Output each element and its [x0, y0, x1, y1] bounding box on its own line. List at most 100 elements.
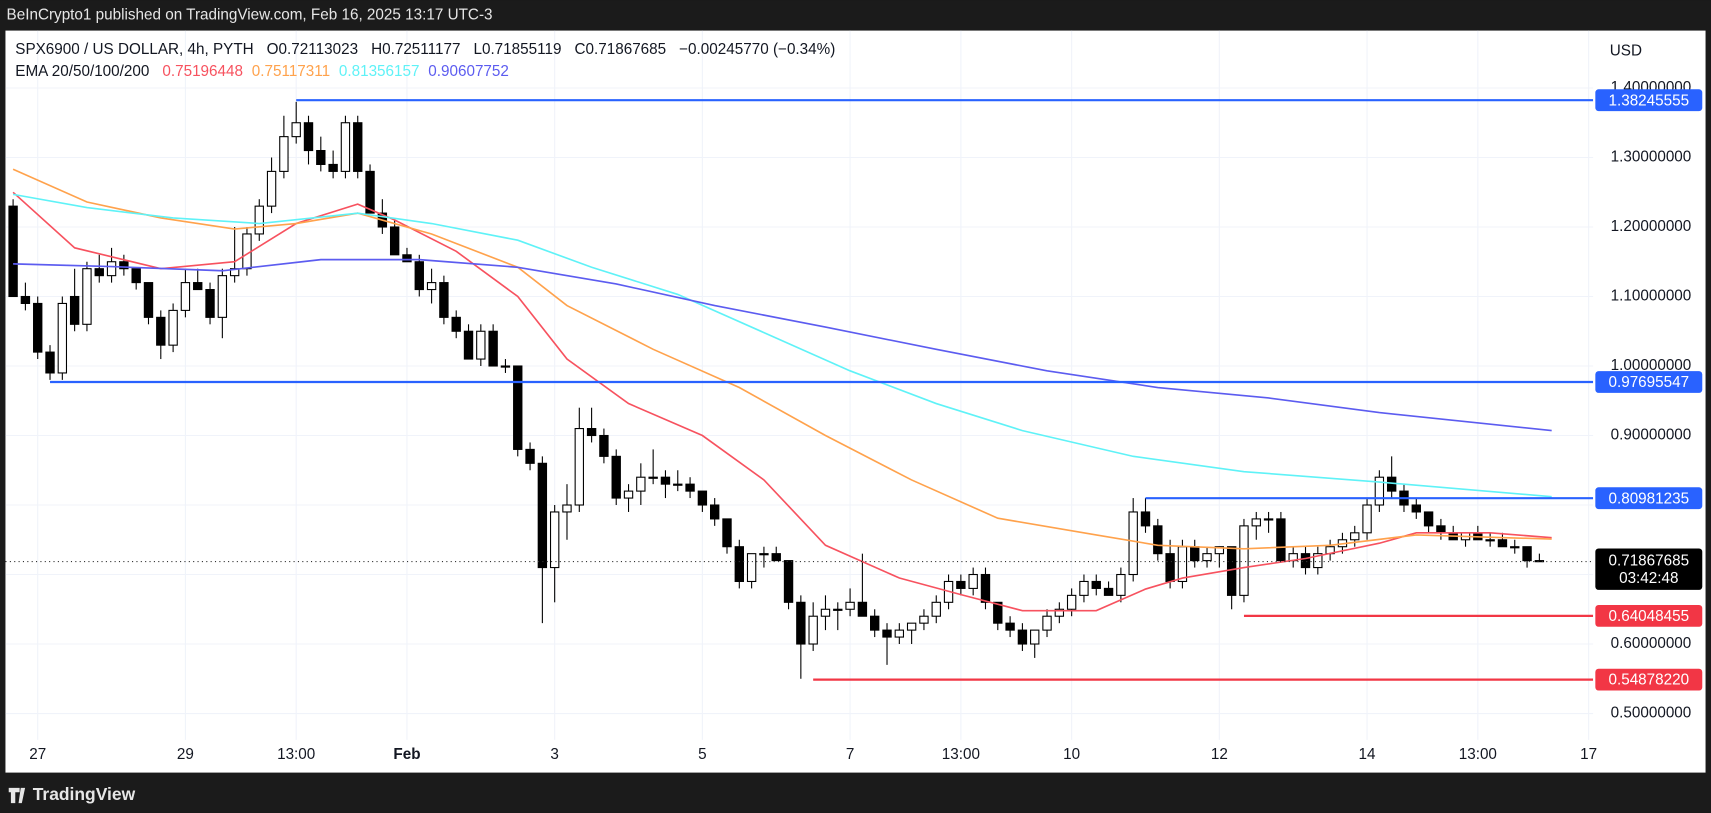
candle-body: [599, 434, 609, 457]
candle-body: [968, 573, 978, 589]
candle-body: [1313, 553, 1323, 569]
candle-body: [1374, 476, 1385, 506]
candle-body: [463, 330, 474, 360]
ema-legend-value: 0.90607752: [428, 63, 509, 80]
candle-body: [1042, 615, 1052, 631]
candle-body: [500, 365, 511, 368]
candle-body: [266, 170, 277, 207]
price-axis: 0.500000000.600000000.700000000.80000000…: [29, 79, 1703, 763]
candle-body: [623, 490, 634, 499]
last-price-box: [1595, 548, 1703, 590]
candle-body: [709, 504, 720, 520]
candle-body: [488, 330, 498, 367]
candle-body: [685, 483, 695, 492]
candle-body: [1202, 553, 1212, 562]
candle-body: [1239, 525, 1249, 596]
candle-body: [217, 275, 228, 318]
candle-body: [69, 295, 80, 325]
candle-body: [1140, 511, 1151, 527]
candle-body: [365, 170, 375, 214]
candle-body: [759, 553, 769, 556]
candle-body: [143, 282, 154, 318]
candle-body: [168, 309, 178, 346]
candle-body: [906, 622, 917, 631]
countdown: 03:42:48: [1619, 570, 1678, 587]
level-box: [1595, 371, 1703, 393]
level-label: 0.64048455: [1608, 608, 1689, 625]
candle-body: [402, 254, 412, 263]
x-tick-label: 17: [1580, 746, 1597, 763]
candle-body: [353, 122, 363, 172]
candle-body: [771, 553, 781, 562]
candle-body: [870, 615, 880, 631]
candle-body: [279, 136, 289, 172]
candle-body: [611, 455, 621, 499]
candle-body: [1423, 511, 1434, 527]
candle-body: [193, 282, 203, 291]
candle-body: [956, 580, 966, 589]
candle-body: [894, 629, 905, 638]
candle-body: [1436, 525, 1446, 534]
candle-body: [1177, 546, 1188, 583]
ema-line: [13, 258, 1552, 432]
candle-body: [1251, 518, 1261, 527]
candle-body: [1128, 511, 1138, 576]
candle-body: [697, 490, 708, 506]
candle-body: [673, 483, 683, 486]
c-key: C: [574, 41, 585, 58]
candle-body: [328, 163, 338, 172]
x-tick-label: 29: [177, 746, 194, 763]
candle-body: [340, 122, 351, 172]
candle-body: [316, 149, 326, 165]
l-key: L: [473, 41, 482, 58]
ema-line: [12, 168, 1552, 550]
candle-body: [1411, 504, 1421, 513]
candle-body: [82, 268, 92, 325]
candle-body: [205, 289, 215, 318]
y-tick-label: 0.60000000: [1611, 635, 1692, 652]
candle-body: [796, 601, 806, 645]
x-tick-label: 13:00: [1459, 746, 1497, 763]
candle-body: [1116, 573, 1126, 596]
candle-body: [131, 268, 141, 284]
candle-body: [562, 504, 572, 513]
candle-body: [1214, 546, 1225, 555]
candle-body: [1226, 546, 1237, 596]
candle-body: [1276, 518, 1286, 562]
l-value: 0.71855119: [482, 41, 562, 58]
ema-legend-value: 0.75196448: [162, 63, 243, 80]
h-value: 0.72511177: [382, 41, 460, 58]
candle-body: [1350, 532, 1360, 541]
last-price-label: 0.71867685: [1608, 553, 1689, 570]
x-tick-label: Feb: [393, 746, 420, 763]
candle-body: [1005, 622, 1015, 631]
candle-body: [1079, 580, 1089, 596]
candle-body: [882, 629, 892, 638]
level-box: [1595, 487, 1703, 510]
x-tick-label: 27: [29, 746, 46, 763]
c-value: 0.71867685: [586, 41, 667, 58]
candle-body: [106, 261, 117, 277]
ema-line: [12, 193, 1552, 498]
candle-body: [1497, 539, 1508, 548]
candle-body: [1510, 546, 1520, 549]
candle-body: [660, 476, 671, 485]
candle-body: [1300, 553, 1311, 569]
chart-area: [5, 30, 1706, 773]
x-tick-label: 7: [846, 746, 855, 763]
level-box: [1595, 89, 1703, 112]
currency[interactable]: USD: [1610, 42, 1642, 59]
level-label: 1.38245555: [1608, 92, 1689, 109]
ema-line: [12, 191, 1552, 612]
candle-body: [389, 226, 400, 256]
candle-body: [254, 205, 264, 235]
candle-body: [1522, 546, 1532, 562]
candle-body: [1485, 539, 1495, 542]
candle-body: [808, 615, 818, 645]
candle-body: [734, 546, 745, 583]
symbol-legend: SPX6900 / US DOLLAR, 4h, PYTH O0.7211302…: [15, 41, 835, 58]
candle-body: [1190, 546, 1200, 562]
o-value: 0.72113023: [279, 41, 359, 58]
